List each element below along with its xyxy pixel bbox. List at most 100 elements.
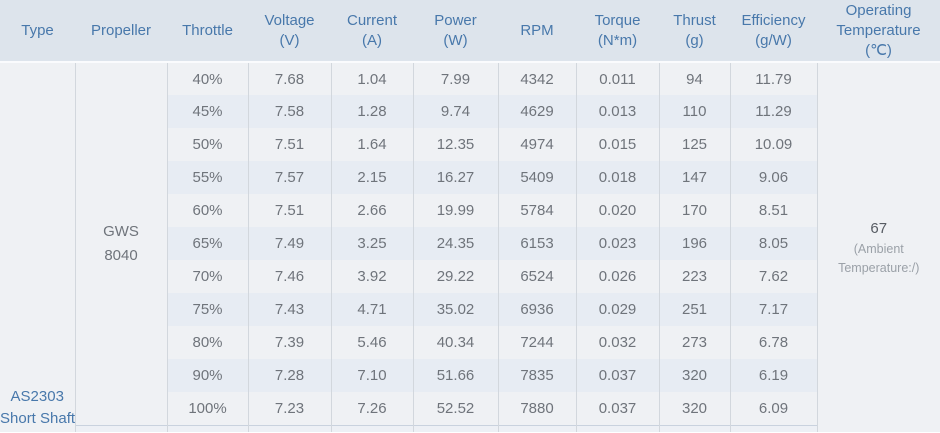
table-row: AS2303 Short Shaft GWS 8040 40% 7.68 1.0…: [0, 62, 940, 432]
col-header-power: Power(W): [413, 0, 498, 63]
cell-thrust: 320: [658, 359, 730, 392]
cell-thrust: 251: [658, 293, 730, 326]
table-row: 70% 7.46 3.92 29.22 6524 0.026 223 7.62: [0, 260, 940, 293]
cell-current: 7.10: [330, 359, 413, 392]
cell-throttle: 40%: [166, 62, 248, 95]
cell-thrust: 94: [658, 62, 730, 95]
cell-efficiency: 9.06: [729, 161, 817, 194]
cell-thrust: 196: [658, 227, 730, 260]
cell-power: 29.22: [412, 260, 498, 293]
cell-efficiency: 6.19: [729, 359, 817, 392]
cell-voltage: 7.39: [247, 326, 331, 359]
cell-efficiency: 8.51: [729, 194, 817, 227]
cell-throttle: 100%: [166, 392, 248, 425]
cell-power: 16.27: [412, 161, 498, 194]
col-header-type: Type: [0, 0, 75, 63]
table-row: 75% 7.43 4.71 35.02 6936 0.029 251 7.17: [0, 293, 940, 326]
cell-voltage: 7.58: [247, 95, 331, 128]
cell-rpm: 6524: [497, 260, 576, 293]
table-row: 100% 7.23 7.26 52.52 7880 0.037 320 6.09: [0, 392, 940, 425]
cell-power: 24.35: [412, 227, 498, 260]
cell-efficiency: 11.29: [729, 95, 817, 128]
temperature-value: 67: [870, 219, 888, 237]
cell-current: 1.04: [330, 62, 413, 95]
col-header-throttle: Throttle: [167, 0, 248, 63]
cell-torque: 0.013: [575, 95, 659, 128]
cell-torque: 0.026: [575, 260, 659, 293]
cell-voltage: 7.51: [247, 128, 331, 161]
cell-voltage: 7.49: [247, 227, 331, 260]
cell-torque: 0.015: [575, 128, 659, 161]
cell-throttle: 55%: [166, 161, 248, 194]
cell-torque: 0.023: [575, 227, 659, 260]
cell-torque: 0.018: [575, 161, 659, 194]
cell-rpm: 6153: [497, 227, 576, 260]
table-row: 55% 7.57 2.15 16.27 5409 0.018 147 9.06: [0, 161, 940, 194]
cell-thrust: 125: [658, 128, 730, 161]
table-row: 60% 7.51 2.66 19.99 5784 0.020 170 8.51: [0, 194, 940, 227]
cell-torque: 0.037: [575, 359, 659, 392]
cell-torque: 0.037: [575, 392, 659, 425]
col-header-thrust: Thrust(g): [659, 0, 730, 63]
cell-torque: 0.011: [575, 62, 659, 95]
header-row: Type Propeller Throttle Voltage(V) Curre…: [0, 0, 940, 63]
next-cell: [658, 424, 730, 432]
cell-voltage: 7.43: [247, 293, 331, 326]
cell-throttle: 45%: [166, 95, 248, 128]
cell-throttle: 90%: [166, 359, 248, 392]
col-header-rpm: RPM: [498, 0, 576, 63]
cell-power: 7.99: [412, 62, 498, 95]
col-header-torque: Torque(N*m): [576, 0, 659, 63]
cell-power: 19.99: [412, 194, 498, 227]
type-line-2: Short Shaft: [0, 410, 76, 427]
temperature-note: (Ambient Temperature:/): [838, 241, 920, 275]
next-cell: [575, 424, 659, 432]
cell-thrust: 110: [658, 95, 730, 128]
cell-rpm: 7880: [497, 392, 576, 425]
col-header-voltage: Voltage(V): [248, 0, 331, 63]
cell-rpm: 6936: [497, 293, 576, 326]
cell-throttle: 80%: [166, 326, 248, 359]
cell-efficiency: 6.78: [729, 326, 817, 359]
cell-rpm: 7835: [497, 359, 576, 392]
table-row: 90% 7.28 7.10 51.66 7835 0.037 320 6.19: [0, 359, 940, 392]
cell-voltage: 7.28: [247, 359, 331, 392]
cell-power: 9.74: [412, 95, 498, 128]
next-cell: [166, 424, 248, 432]
cell-current: 2.66: [330, 194, 413, 227]
next-propeller-cell: [74, 424, 167, 432]
col-header-current: Current(A): [331, 0, 413, 63]
next-cell: [330, 424, 413, 432]
partial-next-row: [0, 424, 940, 432]
cell-thrust: 170: [658, 194, 730, 227]
col-header-propeller: Propeller: [75, 0, 167, 63]
cell-rpm: 4342: [497, 62, 576, 95]
propeller-line-1: GWS: [103, 222, 139, 240]
cell-thrust: 147: [658, 161, 730, 194]
table-row: 80% 7.39 5.46 40.34 7244 0.032 273 6.78: [0, 326, 940, 359]
cell-rpm: 7244: [497, 326, 576, 359]
next-cell: [729, 424, 817, 432]
cell-current: 3.92: [330, 260, 413, 293]
cell-efficiency: 10.09: [729, 128, 817, 161]
cell-rpm: 4629: [497, 95, 576, 128]
cell-rpm: 5784: [497, 194, 576, 227]
table-row: 45% 7.58 1.28 9.74 4629 0.013 110 11.29: [0, 95, 940, 128]
cell-voltage: 7.51: [247, 194, 331, 227]
table-body: AS2303 Short Shaft GWS 8040 40% 7.68 1.0…: [0, 62, 940, 432]
cell-power: 52.52: [412, 392, 498, 425]
cell-current: 1.28: [330, 95, 413, 128]
cell-efficiency: 8.05: [729, 227, 817, 260]
propeller-cell: GWS 8040: [74, 62, 167, 425]
cell-current: 5.46: [330, 326, 413, 359]
cell-throttle: 60%: [166, 194, 248, 227]
type-line-1: AS2303: [10, 388, 64, 405]
cell-voltage: 7.57: [247, 161, 331, 194]
type-cell: AS2303 Short Shaft: [0, 62, 75, 432]
col-header-operating-temperature: Operating Temperature(℃): [817, 0, 940, 63]
cell-thrust: 223: [658, 260, 730, 293]
cell-torque: 0.020: [575, 194, 659, 227]
col-header-efficiency: Efficiency(g/W): [730, 0, 817, 63]
